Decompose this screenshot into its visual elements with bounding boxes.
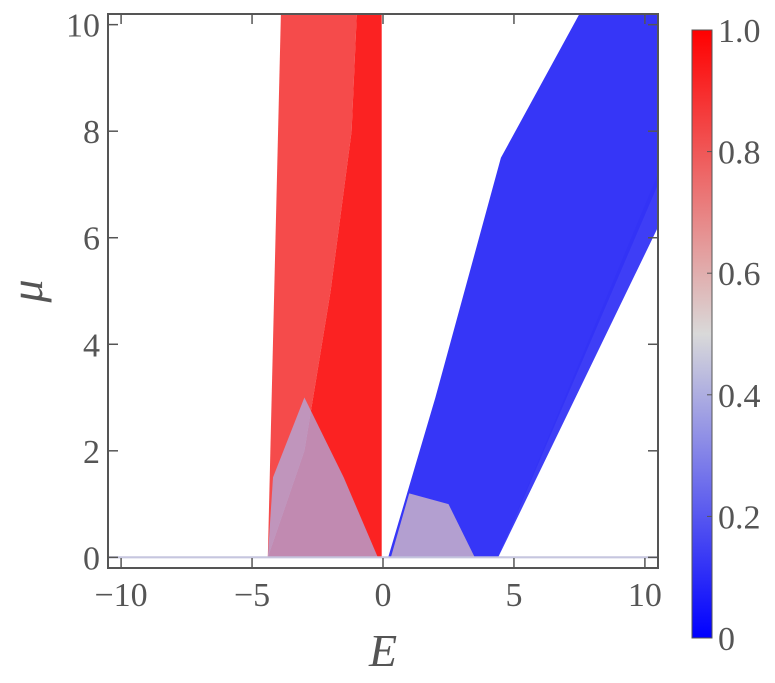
y-axis-label: μ (1, 279, 52, 303)
region-right-band (388, 14, 658, 558)
x-tick-label: 5 (505, 577, 522, 614)
region-left-band-outer (267, 14, 357, 558)
plot-area: −10 −5 0 5 10 0 2 4 6 8 10 E μ (1, 8, 662, 676)
x-axis-ticks: −10 −5 0 5 10 (95, 14, 662, 614)
x-tick-label: −5 (234, 577, 270, 614)
y-tick-label: 4 (83, 327, 100, 364)
y-tick-label: 6 (83, 221, 100, 258)
x-axis-label: E (368, 625, 397, 676)
y-axis-ticks: 0 2 4 6 8 10 (66, 8, 658, 577)
region-left-band-inner (267, 14, 382, 558)
density-regions (108, 14, 658, 559)
colorbar-tick-label: 0.6 (718, 256, 761, 293)
colorbar-tick-label: 0.8 (718, 135, 761, 172)
colorbar-tick-label: 0.2 (718, 499, 761, 536)
region-left-band-base (267, 397, 378, 558)
y-tick-label: 0 (83, 540, 100, 577)
y-tick-label: 8 (83, 114, 100, 151)
colorbar-ticks: 0 0.2 0.4 0.6 0.8 1.0 (707, 13, 761, 658)
x-tick-label: −10 (95, 577, 148, 614)
colorbar-tick-label: 1.0 (718, 13, 761, 50)
colorbar-tick-label: 0.4 (718, 378, 761, 415)
region-right-lower-sliver (498, 173, 658, 558)
region-mu-zero-line (108, 556, 658, 559)
y-tick-label: 10 (66, 8, 100, 45)
colorbar: 0 0.2 0.4 0.6 0.8 1.0 (691, 13, 761, 658)
colorbar-gradient (691, 29, 713, 639)
x-tick-label: 0 (375, 577, 392, 614)
region-right-band-base (390, 493, 475, 558)
x-tick-label: 10 (628, 577, 662, 614)
y-tick-label: 2 (83, 434, 100, 471)
colorbar-tick-label: 0 (718, 621, 735, 658)
